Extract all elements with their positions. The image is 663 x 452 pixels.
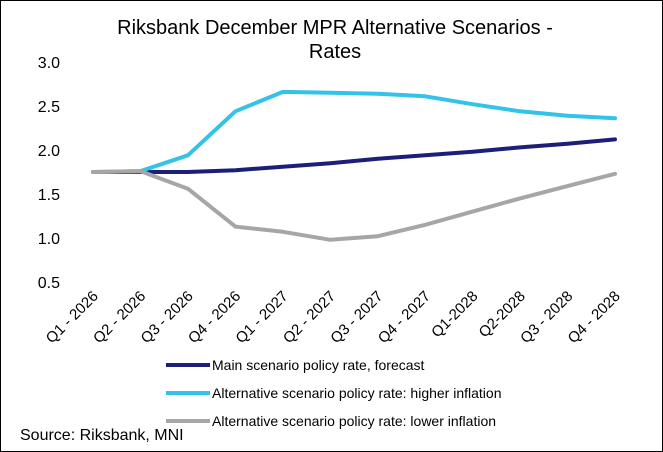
legend-label-higher-inflation: Alternative scenario policy rate: higher…: [212, 385, 502, 401]
y-tick-label: 1.5: [38, 187, 60, 204]
source-note: Source: Riksbank, MNI: [20, 427, 184, 444]
x-tick-label: Q4 - 2028: [565, 288, 624, 347]
series-line-0: [91, 137, 617, 174]
legend-item-higher-inflation: Alternative scenario policy rate: higher…: [166, 379, 502, 407]
legend-swatch-higher-inflation: [166, 391, 210, 395]
legend-item-main: Main scenario policy rate, forecast: [166, 351, 502, 379]
legend-swatch-main: [166, 363, 210, 367]
legend-item-lower-inflation: Alternative scenario policy rate: lower …: [166, 407, 502, 435]
legend-label-lower-inflation: Alternative scenario policy rate: lower …: [212, 413, 497, 429]
chart-title: Riksbank December MPR Alternative Scenar…: [40, 16, 630, 64]
series-line-1: [91, 89, 617, 174]
x-tick-label: Q4 - 2027: [375, 288, 434, 347]
x-tick-label: Q1-2028: [428, 288, 481, 341]
series-line-2: [91, 169, 617, 242]
y-tick-label: 2.0: [38, 143, 60, 160]
chart-title-line-2: Rates: [308, 41, 362, 63]
y-tick-label: 0.5: [38, 275, 60, 292]
y-tick-label: 3.0: [38, 55, 60, 72]
legend-label-main: Main scenario policy rate, forecast: [212, 357, 425, 373]
legend: Main scenario policy rate, forecast Alte…: [166, 351, 502, 435]
y-tick-label: 2.5: [38, 99, 60, 116]
legend-swatch-lower-inflation: [166, 419, 210, 423]
y-tick-label: 1.0: [38, 231, 60, 248]
chart-title-line-1: Riksbank December MPR Alternative Scenar…: [117, 17, 553, 39]
